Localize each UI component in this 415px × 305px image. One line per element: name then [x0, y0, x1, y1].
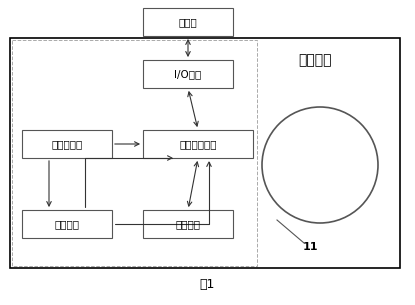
Bar — [143, 8, 233, 36]
Bar — [22, 130, 112, 158]
Bar — [12, 40, 257, 266]
Bar — [22, 210, 112, 238]
Bar — [143, 130, 253, 158]
Bar — [10, 38, 400, 268]
Text: 紧固模块: 紧固模块 — [298, 53, 332, 67]
Text: 上位机: 上位机 — [178, 17, 198, 27]
Text: 电源模块: 电源模块 — [54, 219, 80, 229]
Circle shape — [262, 107, 378, 223]
Text: 存储模块: 存储模块 — [176, 219, 200, 229]
Text: 多轴陀螺仪: 多轴陀螺仪 — [51, 139, 83, 149]
Bar — [143, 210, 233, 238]
Text: 图1: 图1 — [199, 278, 215, 292]
Text: I/O模块: I/O模块 — [174, 69, 202, 79]
Text: 11: 11 — [302, 242, 318, 252]
Bar — [143, 60, 233, 88]
Text: 微控制器模块: 微控制器模块 — [179, 139, 217, 149]
